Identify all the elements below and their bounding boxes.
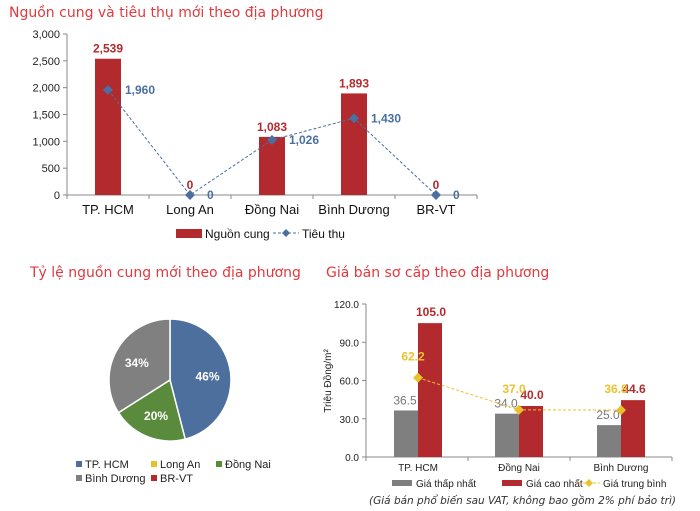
min-price-label: 34.0 xyxy=(494,397,518,411)
x-tick-label: Long An xyxy=(166,202,214,217)
x-tick-label: Bình Dương xyxy=(318,202,389,217)
consumption-data-label: 1,430 xyxy=(371,111,401,125)
legend-supply-label: Nguồn cung xyxy=(205,227,270,241)
supply-data-label: 0 xyxy=(187,178,194,192)
y-tick-label: 30.0 xyxy=(340,415,360,426)
consumption-marker xyxy=(349,113,359,124)
pie-slice xyxy=(169,318,232,440)
avg-price-label: 36.8 xyxy=(604,382,628,396)
y-tick-label: 0.0 xyxy=(345,453,359,464)
avg-price-marker xyxy=(514,404,524,415)
supply-bar xyxy=(259,136,285,195)
supply-data-label: 2,539 xyxy=(93,42,123,56)
legend-swatch xyxy=(76,475,82,481)
x-tick-label: TP. HCM xyxy=(82,202,134,217)
supply-chart-title: Nguồn cung và tiêu thụ mới theo địa phươ… xyxy=(9,5,324,21)
avg-price-marker xyxy=(616,405,626,416)
min-price-bar xyxy=(597,425,621,457)
consumption-marker xyxy=(267,134,277,145)
legend-swatch xyxy=(151,475,157,481)
max-price-label: 40.0 xyxy=(520,388,544,402)
supply-bar xyxy=(95,58,121,196)
max-price-label: 44.6 xyxy=(622,382,646,396)
legend-label: BR-VT xyxy=(160,473,193,485)
legend-max-swatch xyxy=(502,480,522,486)
consumption-data-label: 0 xyxy=(207,188,214,202)
consumption-marker xyxy=(103,84,113,95)
legend-supply-swatch xyxy=(176,229,202,238)
legend-swatch xyxy=(151,461,157,467)
supply-data-label: 1,083 xyxy=(257,120,287,134)
legend-consumption-label: Tiêu thụ xyxy=(302,227,345,241)
y-axis-label: Triệu Đồng/m² xyxy=(322,349,334,413)
legend-avg-label: Giá trung bình xyxy=(603,479,666,490)
price-chart-title: Giá bán sơ cấp theo địa phương xyxy=(326,265,550,281)
legend-consumption-marker xyxy=(282,229,290,237)
max-price-bar xyxy=(418,323,442,457)
consumption-marker xyxy=(431,190,441,200)
consumption-marker xyxy=(185,190,195,200)
legend-label: TP. HCM xyxy=(85,459,129,471)
min-price-label: 36.5 xyxy=(393,393,417,407)
supply-data-label: 1,893 xyxy=(339,76,369,90)
max-price-bar xyxy=(519,406,543,457)
y-tick-label: 500 xyxy=(42,163,60,175)
x-tick-label: BR-VT xyxy=(417,202,456,217)
min-price-label: 25.0 xyxy=(596,408,620,422)
legend-max-label: Giá cao nhất xyxy=(526,478,583,490)
y-tick-label: 0 xyxy=(54,190,60,202)
legend-swatch xyxy=(76,461,82,467)
legend-min-swatch xyxy=(392,480,412,486)
supply-bar xyxy=(341,93,367,195)
pie-slice-label: 20% xyxy=(144,409,168,423)
y-tick-label: 2,500 xyxy=(32,56,60,68)
min-price-bar xyxy=(495,413,519,457)
pie-slice xyxy=(108,318,171,414)
legend-label: Bình Dương xyxy=(85,473,145,485)
legend-min-label: Giá thấp nhất xyxy=(416,478,476,490)
x-tick-label: Bình Dương xyxy=(594,463,649,474)
consumption-data-label: 0 xyxy=(453,188,460,202)
price-footnote: (Giá bán phổ biến sau VAT, không bao gồm… xyxy=(369,495,676,507)
supply-data-label: 0 xyxy=(433,178,440,192)
max-price-label: 105.0 xyxy=(416,305,446,319)
x-tick-label: Đồng Nai xyxy=(498,462,540,474)
x-tick-label: Đồng Nai xyxy=(245,202,299,217)
legend-label: Đồng Nai xyxy=(225,459,271,471)
y-tick-label: 3,000 xyxy=(32,29,60,41)
y-tick-label: 1,000 xyxy=(32,136,60,148)
pie-slice-label: 46% xyxy=(196,369,220,383)
avg-price-label: 62.2 xyxy=(401,350,425,364)
consumption-data-label: 1,026 xyxy=(289,133,319,147)
y-tick-label: 2,000 xyxy=(32,83,60,95)
pie-slice-label: 34% xyxy=(125,356,149,370)
pie-slice xyxy=(117,378,187,442)
y-tick-label: 90.0 xyxy=(340,338,360,349)
y-tick-label: 60.0 xyxy=(340,377,360,388)
legend-swatch xyxy=(216,461,222,467)
y-tick-label: 120.0 xyxy=(334,300,359,311)
legend-avg-marker xyxy=(585,479,593,487)
legend-label: Long An xyxy=(160,459,200,471)
y-tick-label: 1,500 xyxy=(32,110,60,122)
avg-price-label: 37.0 xyxy=(502,382,526,396)
pie-chart-title: Tỷ lệ nguồn cung mới theo địa phương xyxy=(30,265,301,281)
x-tick-label: TP. HCM xyxy=(398,463,438,474)
min-price-bar xyxy=(394,410,418,457)
consumption-data-label: 1,960 xyxy=(125,83,155,97)
max-price-bar xyxy=(621,400,645,457)
avg-price-marker xyxy=(413,372,423,383)
